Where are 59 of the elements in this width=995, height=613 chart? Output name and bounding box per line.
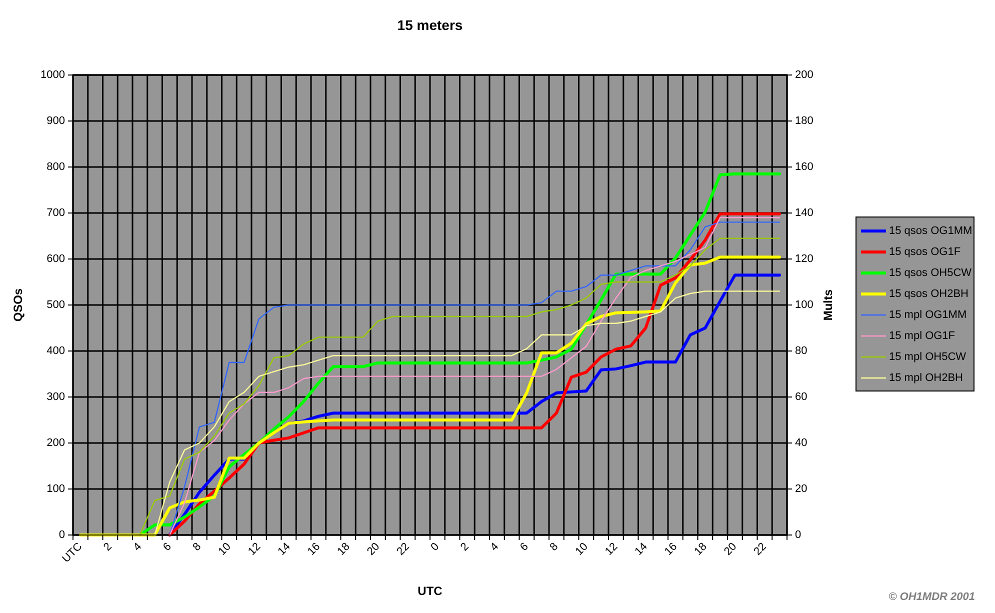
x-tick-label: 10 (573, 540, 590, 558)
x-tick-label: 18 (692, 540, 710, 558)
y-tick-label: 500 (46, 298, 65, 311)
x-tick-label: 18 (335, 540, 352, 558)
x-tick-label: 4 (488, 540, 502, 554)
x-tick-label: 20 (722, 540, 740, 558)
x-tick-label: 8 (190, 540, 204, 554)
x-tick-label: 12 (602, 540, 620, 558)
chart-title: 15 meters (397, 17, 463, 33)
y2-tick-label: 0 (795, 528, 802, 541)
x-tick-label: 0 (428, 540, 442, 554)
legend-label: 15 qsos OG1F (889, 246, 961, 258)
x-tick-label: 2 (458, 540, 472, 554)
y-tick-label: 600 (46, 252, 65, 265)
y-tick-label: 100 (46, 482, 65, 495)
x-tick-label: 20 (364, 540, 382, 558)
y-tick-label: 900 (46, 114, 65, 127)
x-tick-label: 22 (394, 540, 412, 558)
x-tick-label: 8 (548, 540, 561, 554)
y2-tick-label: 120 (795, 252, 814, 265)
x-tick-label: 22 (752, 540, 769, 558)
y2-tick-label: 180 (795, 114, 814, 127)
legend-label: 15 mpl OG1F (889, 330, 956, 342)
x-tick-label: 6 (518, 540, 531, 554)
y2-tick-label: 40 (795, 436, 808, 449)
x-tick-label: 12 (246, 540, 264, 558)
x-tick-label: UTC (60, 540, 85, 566)
y2-tick-label: 140 (795, 206, 814, 219)
y2-tick-label: 20 (795, 482, 808, 495)
text: © OH1MDR 2001 (888, 591, 975, 603)
x-axis-title: UTC (418, 584, 443, 598)
x-tick-label: 2 (102, 540, 114, 554)
y-axis-title: QSOs (11, 288, 25, 322)
x-tick-label: 16 (305, 540, 323, 558)
x-tick-label: 6 (161, 540, 174, 554)
y2-axis-title: Mults (821, 289, 835, 321)
y2-tick-label: 160 (795, 160, 814, 173)
legend-label: 15 mpl OH5CW (889, 350, 967, 363)
legend-label: 15 mpl OG1MM (889, 308, 967, 321)
y2-tick-label: 60 (795, 390, 808, 403)
x-tick-label: 10 (216, 540, 234, 558)
y-tick-label: 400 (46, 344, 65, 357)
y-tick-label: 700 (46, 206, 65, 219)
x-tick-label: 16 (662, 540, 680, 558)
y2-tick-label: 200 (795, 68, 814, 81)
x-tick-label: 14 (632, 540, 650, 558)
legend-label: 15 qsos OG1MM (889, 224, 972, 237)
x-tick-label: 4 (131, 540, 144, 554)
y-tick-label: 200 (46, 436, 65, 449)
x-tick-label: 14 (276, 540, 293, 558)
y-tick-label: 300 (46, 390, 65, 403)
y2-tick-label: 80 (795, 344, 808, 357)
y2-tick-label: 100 (795, 298, 814, 311)
legend-label: 15 qsos OH2BH (889, 288, 969, 300)
legend-label: 15 qsos OH5CW (889, 266, 972, 279)
y-tick-label: 800 (46, 160, 65, 173)
legend-label: 15 mpl OH2BH (889, 372, 964, 384)
y-tick-label: 1000 (40, 68, 65, 81)
y-tick-label: 0 (58, 528, 65, 541)
